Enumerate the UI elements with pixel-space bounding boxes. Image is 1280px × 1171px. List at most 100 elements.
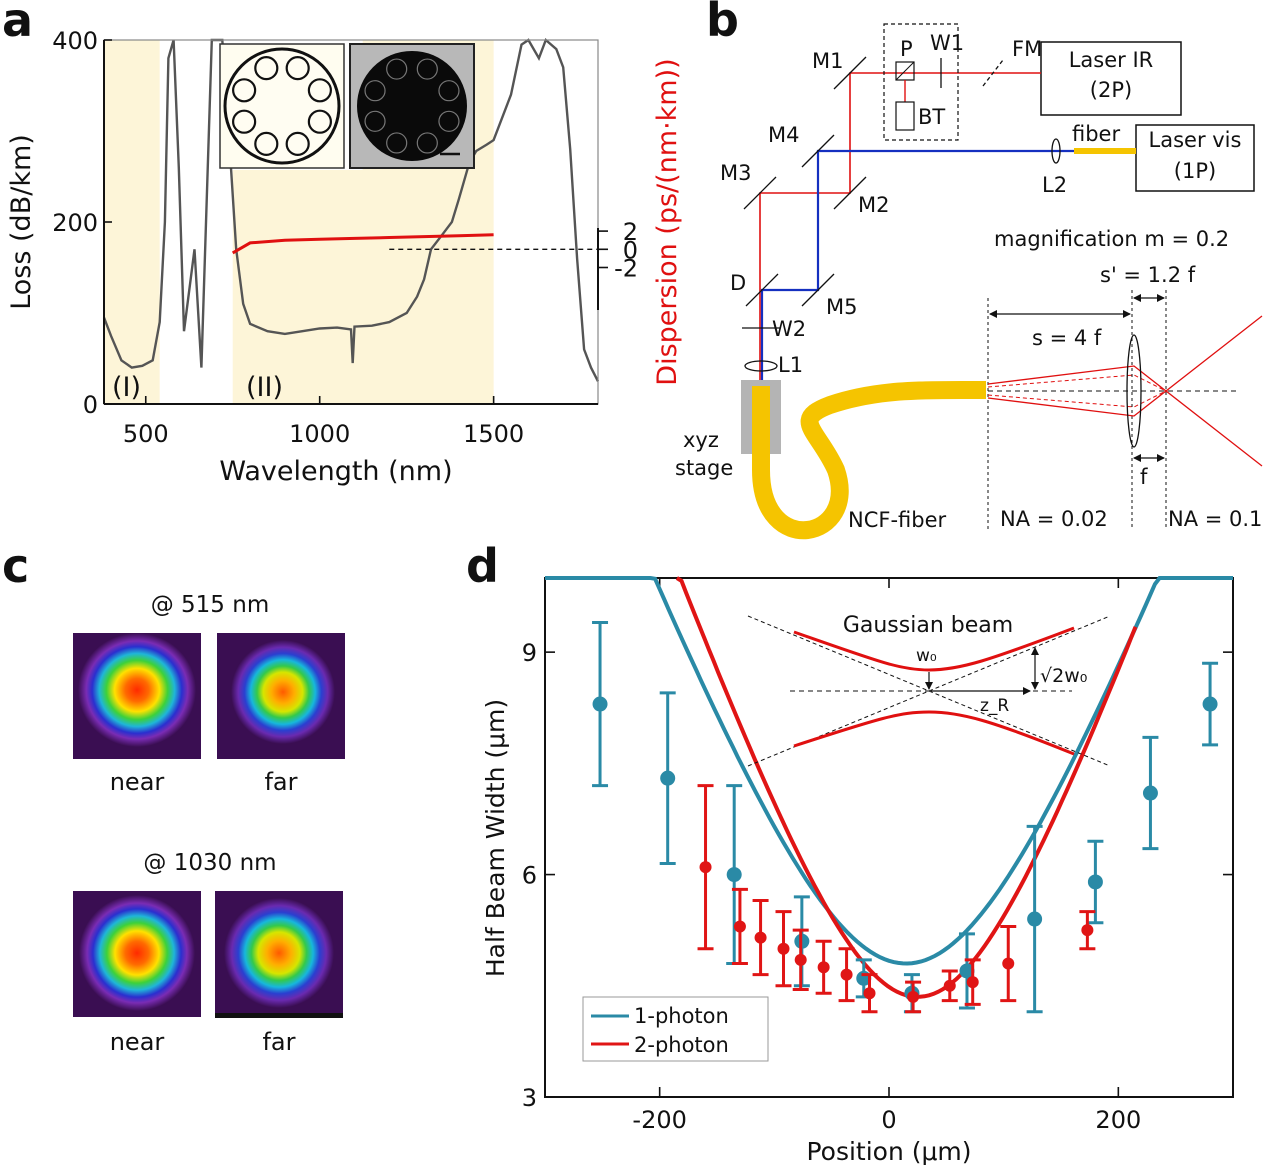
marker bbox=[863, 987, 876, 1000]
loss-axis-label: Loss (dB/km) bbox=[6, 134, 37, 310]
lens-l2-label: L2 bbox=[1042, 173, 1067, 197]
region-i-label: (I) bbox=[112, 372, 141, 403]
focal-length-label: f bbox=[1140, 465, 1148, 489]
y2-tick-label: -2 bbox=[614, 255, 638, 283]
flip-mirror-label: FM bbox=[1012, 37, 1042, 61]
beam-width-plot: -200 0 200 3 6 9 bbox=[522, 576, 1234, 1134]
mirror-m1-label: M1 bbox=[812, 49, 843, 73]
mirror-m4-label: M4 bbox=[768, 123, 799, 147]
capillary-tube bbox=[254, 131, 279, 156]
label-1030-far: far bbox=[262, 1028, 295, 1056]
laser-ir-label: Laser IR bbox=[1069, 48, 1154, 72]
beam-profile-1030-near bbox=[73, 891, 201, 1017]
points-2-photon bbox=[697, 784, 1096, 1014]
data-point bbox=[964, 958, 981, 1006]
marker bbox=[1002, 957, 1015, 970]
data-point bbox=[731, 887, 748, 966]
inset-waist-label: w₀ bbox=[916, 646, 937, 666]
inset-rayleigh-label: z_R bbox=[980, 696, 1009, 716]
inset-sqrt2w0-label: √2w₀ bbox=[1040, 665, 1087, 687]
panel-d: d -200 0 200 3 6 9 Half Beam Width (μm) Posit… bbox=[466, 539, 1234, 1166]
fit-2-photon bbox=[675, 576, 1138, 999]
marker bbox=[726, 867, 742, 883]
panel-b: b Laser IR (2P) Laser vis (1P) fiber M1 … bbox=[675, 0, 1262, 540]
legend: 1-photon 2-photon bbox=[582, 996, 769, 1062]
capillary-tube bbox=[438, 110, 460, 132]
y-tick-label: 0 bbox=[83, 391, 98, 419]
ncf-fiber bbox=[752, 380, 987, 540]
marker bbox=[777, 942, 790, 955]
data-point bbox=[1000, 924, 1017, 1003]
x-tick-label: 0 bbox=[881, 1106, 896, 1134]
beam-width-axis-label: Half Beam Width (μm) bbox=[481, 699, 510, 977]
marker bbox=[592, 696, 608, 712]
capillary-tube bbox=[386, 132, 408, 154]
marker bbox=[943, 979, 956, 992]
gaussian-beam-inset: Gaussian beam w₀ z_R √2w₀ bbox=[747, 613, 1111, 767]
data-point bbox=[905, 980, 922, 1014]
marker bbox=[1142, 785, 1158, 801]
marker bbox=[1087, 874, 1103, 890]
data-point bbox=[815, 939, 832, 995]
marker bbox=[907, 990, 920, 1003]
beam-profile-515-near bbox=[73, 633, 201, 759]
fiber-sem-inset bbox=[349, 43, 475, 169]
y2-tick-label: 2 bbox=[623, 218, 638, 246]
panel-c-label: c bbox=[2, 539, 29, 593]
region-ii-shade bbox=[232, 170, 494, 404]
position-axis-label: Position (μm) bbox=[806, 1137, 971, 1166]
capillary-tube bbox=[232, 109, 257, 134]
data-point bbox=[592, 620, 609, 788]
vis-beam-path bbox=[760, 149, 1074, 380]
marker bbox=[1202, 696, 1218, 712]
capillary-tube bbox=[285, 131, 310, 156]
legend-1-photon: 1-photon bbox=[634, 1004, 729, 1028]
data-point bbox=[792, 928, 809, 991]
power-control-box bbox=[883, 23, 959, 141]
axis-ticks: -200 0 200 3 6 9 bbox=[522, 578, 1233, 1134]
data-point bbox=[1202, 661, 1219, 747]
data-point bbox=[1079, 910, 1096, 951]
ncf-fiber-label: NCF-fiber bbox=[848, 508, 947, 532]
marker bbox=[966, 976, 979, 989]
y-tick-label: 200 bbox=[52, 209, 98, 237]
marker bbox=[1081, 924, 1094, 937]
data-point bbox=[659, 691, 676, 865]
capillary-tube bbox=[307, 78, 332, 103]
dispersion-axis-label: Dispersion (ps/(nm·km)) bbox=[652, 58, 683, 385]
lens-l1 bbox=[744, 360, 778, 372]
laser-ir-sublabel: (2P) bbox=[1090, 78, 1132, 102]
capillary-tube bbox=[254, 56, 279, 81]
beam-trap-label: BT bbox=[918, 105, 945, 129]
y-tick-label: 6 bbox=[522, 862, 537, 890]
dichroic-label: D bbox=[730, 271, 746, 295]
panel-a-label: a bbox=[2, 0, 33, 47]
stage-label-1: xyz bbox=[683, 428, 719, 452]
marker bbox=[754, 931, 767, 944]
panel-d-label: d bbox=[466, 539, 499, 593]
beam-trap bbox=[895, 101, 915, 131]
y-tick-label: 9 bbox=[522, 639, 537, 667]
capillary-tube bbox=[416, 132, 438, 154]
data-point bbox=[726, 784, 743, 966]
inset-title: Gaussian beam bbox=[843, 613, 1013, 638]
magnification-label: magnification m = 0.2 bbox=[994, 227, 1229, 251]
x-tick-label: 1000 bbox=[289, 420, 350, 448]
marker bbox=[699, 861, 712, 874]
x-tick-label: 1500 bbox=[463, 420, 524, 448]
capillary-tube bbox=[386, 58, 408, 80]
mirrors bbox=[743, 56, 1004, 307]
wavelength-axis-label: Wavelength (nm) bbox=[219, 456, 452, 487]
polarizer-label: P bbox=[900, 37, 913, 61]
y-tick-label: 400 bbox=[52, 27, 98, 55]
mirror-m5-label: M5 bbox=[826, 295, 857, 319]
data-point bbox=[775, 910, 792, 988]
marker bbox=[733, 920, 746, 933]
data-point bbox=[1087, 839, 1104, 925]
marker bbox=[959, 963, 975, 979]
data-point bbox=[1142, 735, 1159, 851]
capillary-tube bbox=[285, 56, 310, 81]
loss-curve bbox=[102, 37, 600, 382]
